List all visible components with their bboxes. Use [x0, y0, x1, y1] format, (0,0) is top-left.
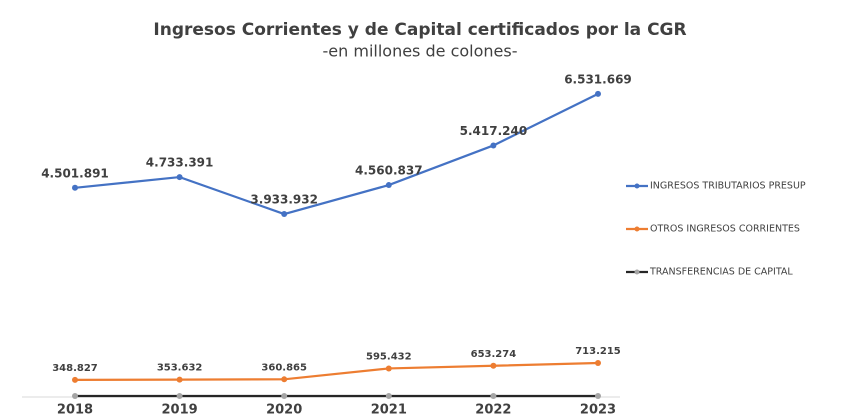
x-tick-label: 2022 [475, 403, 511, 417]
data-point [281, 211, 288, 218]
data-point [176, 393, 183, 399]
data-label: 4.560.837 [355, 164, 423, 178]
data-label: 653.274 [471, 349, 517, 360]
x-tick-label: 2019 [162, 403, 198, 417]
data-label: 3.933.932 [250, 193, 318, 207]
data-point [72, 393, 78, 399]
data-point [281, 393, 288, 399]
data-point [595, 360, 601, 367]
data-label: 5.417.240 [460, 124, 528, 138]
data-point [490, 362, 497, 369]
data-point [176, 174, 183, 181]
chart-subtitle: -en millones de colones- [323, 42, 518, 61]
data-point [281, 376, 288, 383]
data-point [385, 365, 392, 372]
legend-swatch-marker [634, 269, 640, 275]
x-tick-label: 2021 [371, 403, 407, 417]
data-label: 360.865 [261, 362, 307, 373]
legend-label: TRANSFERENCIAS DE CAPITAL [649, 267, 793, 278]
data-label: 595.432 [366, 351, 412, 362]
data-label: 6.531.669 [564, 72, 632, 86]
legend-swatch-marker [634, 183, 640, 189]
data-point [595, 90, 601, 97]
data-label: 4.501.891 [41, 166, 109, 180]
chart-title: Ingresos Corrientes y de Capital certifi… [153, 20, 686, 40]
legend-label: OTROS INGRESOS CORRIENTES [650, 224, 800, 235]
legend-label: INGRESOS TRIBUTARIOS PRESUP [650, 181, 806, 192]
data-label: 353.632 [157, 363, 203, 374]
x-tick-label: 2020 [266, 403, 302, 417]
data-label: 4.733.391 [146, 156, 214, 170]
data-point [72, 376, 78, 383]
data-point [490, 142, 497, 149]
data-point [595, 393, 601, 399]
x-tick-label: 2023 [580, 403, 616, 417]
data-point [72, 184, 78, 191]
series-line [74, 361, 599, 381]
x-tick-label: 2018 [57, 403, 93, 417]
data-point [385, 182, 392, 189]
data-label: 713.215 [575, 346, 621, 357]
series-line [74, 92, 599, 216]
data-label: 348.827 [52, 363, 98, 374]
legend-swatch-marker [634, 226, 640, 232]
data-point [176, 376, 183, 383]
data-point [385, 393, 392, 399]
data-point [490, 393, 497, 399]
